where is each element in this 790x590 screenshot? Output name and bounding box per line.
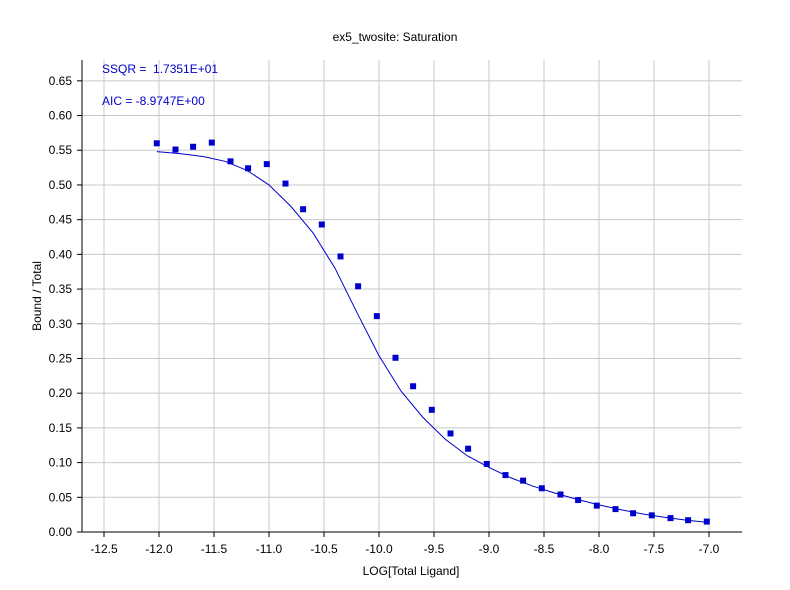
x-tick-label: -7.0	[699, 542, 720, 556]
data-point	[447, 430, 454, 437]
y-ticks: 0.00 0.05 0.10 0.15 0.20 0.25 0.30 0.35 0.40 0.45…	[49, 74, 82, 539]
y-tick-label: 0.35	[49, 282, 73, 296]
data-point	[208, 139, 215, 146]
data-point	[593, 502, 600, 509]
data-point	[190, 143, 197, 150]
axes	[81, 60, 742, 533]
data-point	[318, 221, 325, 228]
data-point	[355, 283, 362, 290]
data-point	[648, 512, 655, 519]
data-point	[483, 460, 490, 467]
data-point	[410, 383, 417, 390]
y-tick-label: 0.05	[49, 490, 73, 504]
y-tick-label: 0.40	[49, 247, 73, 261]
data-point	[703, 518, 710, 525]
data-point	[612, 506, 619, 513]
y-tick-label: 0.55	[49, 143, 73, 157]
data-point	[392, 354, 399, 361]
y-tick-label: 0.50	[49, 178, 73, 192]
x-tick-label: -10.0	[365, 542, 393, 556]
chart-title: ex5_twosite: Saturation	[333, 30, 458, 44]
x-tick-label: -11.5	[201, 542, 228, 556]
x-axis-label: LOG[Total Ligand]	[363, 564, 460, 578]
y-tick-label: 0.30	[49, 317, 73, 331]
data-point	[227, 158, 234, 165]
data-point	[428, 406, 435, 413]
data-point	[263, 161, 270, 168]
y-tick-label: 0.10	[49, 456, 73, 470]
data-point	[630, 510, 637, 517]
data-point	[667, 515, 674, 522]
x-tick-label: -9.0	[479, 542, 500, 556]
x-tick-label: -8.5	[534, 542, 555, 556]
y-tick-label: 0.00	[49, 525, 73, 539]
y-tick-label: 0.45	[49, 213, 73, 227]
x-tick-label: -12.5	[90, 542, 118, 556]
data-point	[465, 445, 472, 452]
grid	[82, 60, 742, 532]
y-tick-label: 0.65	[49, 74, 73, 88]
data-point	[538, 485, 545, 492]
x-tick-label: -8.0	[589, 542, 610, 556]
data-point	[520, 477, 527, 484]
x-tick-label: -9.5	[424, 542, 445, 556]
x-tick-label: -10.5	[310, 542, 338, 556]
plot-area	[82, 60, 742, 532]
y-tick-label: 0.25	[49, 351, 73, 365]
data-point	[300, 206, 307, 213]
data-point	[172, 146, 179, 153]
data-point	[282, 180, 289, 187]
aic-annotation: AIC = -8.9747E+00	[102, 94, 205, 108]
data-point	[337, 253, 344, 260]
data-point	[153, 140, 160, 147]
y-tick-label: 0.60	[49, 109, 73, 123]
x-tick-label: -11.0	[256, 542, 283, 556]
data-point	[502, 472, 509, 479]
x-tick-label: -7.5	[644, 542, 665, 556]
y-tick-label: 0.15	[49, 421, 73, 435]
ssqr-annotation: SSQR = 1.7351E+01	[102, 62, 218, 76]
data-point	[245, 165, 252, 172]
data-point	[557, 491, 564, 498]
y-tick-label: 0.20	[49, 386, 73, 400]
data-points	[153, 139, 710, 525]
y-axis-label: Bound / Total	[30, 261, 44, 331]
data-point	[685, 517, 692, 524]
x-ticks: -12.5 -12.0 -11.5 -11.0 -10.5 -10.0 -9.5 -9.0 -8…	[90, 532, 720, 556]
data-point	[373, 313, 380, 320]
x-tick-label: -12.0	[145, 542, 173, 556]
data-point	[575, 497, 582, 504]
